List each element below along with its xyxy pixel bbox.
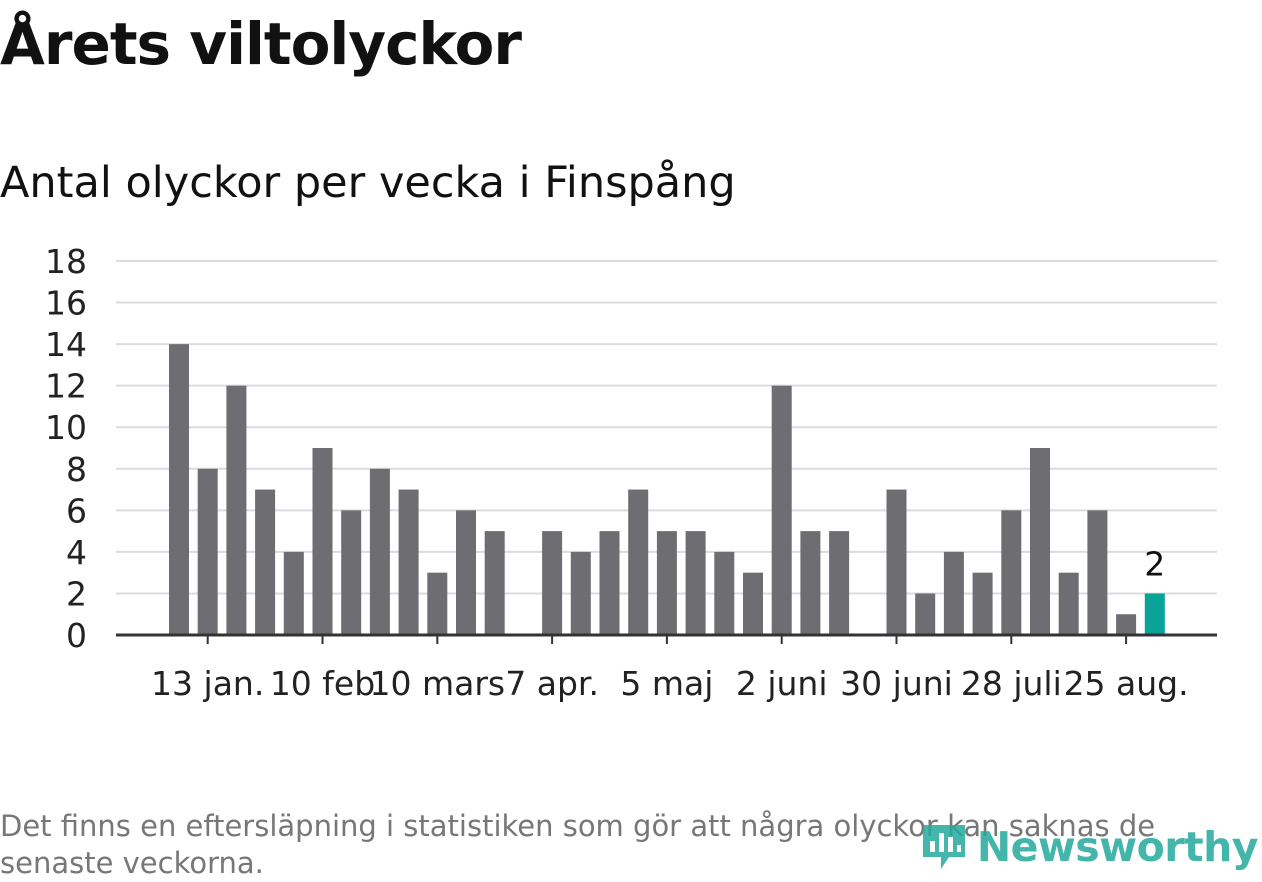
brand-name: Newsworthy [976, 823, 1259, 871]
brand-logo[interactable]: Newsworthy [919, 821, 1259, 873]
bar [484, 531, 505, 635]
x-tick-label: 2 juni [736, 664, 828, 703]
y-tick-label: 4 [66, 533, 87, 572]
y-tick-label: 18 [45, 242, 87, 281]
x-tick-label: 10 mars [369, 664, 505, 703]
y-tick-label: 10 [45, 408, 87, 447]
y-tick-label: 0 [66, 616, 87, 655]
x-tick-label: 13 jan. [151, 664, 264, 703]
bar [398, 489, 419, 635]
bar [829, 531, 850, 635]
bars [169, 344, 1165, 635]
bar [226, 385, 247, 635]
bar [312, 448, 333, 635]
x-tick-label: 28 juli [961, 664, 1062, 703]
bar [570, 551, 591, 635]
bar [1087, 510, 1108, 635]
y-tick-label: 8 [66, 450, 87, 489]
bar [599, 531, 620, 635]
y-tick-label: 14 [45, 325, 87, 364]
bar [771, 385, 792, 635]
bar [255, 489, 276, 635]
bar [743, 572, 763, 635]
bar [1001, 510, 1022, 635]
x-tick-label: 5 maj [620, 664, 713, 703]
chart-subtitle: Antal olyckor per vecka i Finspång [0, 158, 736, 208]
data-label: 2 [1144, 544, 1165, 583]
bar [656, 531, 677, 635]
y-tick-label: 16 [45, 284, 87, 323]
bar [628, 489, 649, 635]
x-tick-label: 10 feb [270, 664, 375, 703]
bar [369, 468, 390, 635]
bar [427, 572, 448, 635]
bar [943, 551, 964, 635]
y-tick-label: 2 [66, 574, 87, 613]
x-tick-label: 30 juni [840, 664, 953, 703]
bar [714, 551, 735, 635]
bar [886, 489, 907, 635]
data-labels: 2 [1144, 544, 1165, 583]
bar [800, 531, 821, 635]
newsworthy-logo-icon [922, 825, 965, 869]
bar [169, 344, 189, 635]
bar [197, 468, 218, 635]
bar-highlight [1144, 593, 1165, 635]
bar [915, 593, 936, 635]
bar [972, 572, 993, 635]
bar [341, 510, 362, 635]
bar [456, 510, 476, 635]
chart-title: Årets viltolyckor [0, 10, 522, 78]
x-tick-label: 25 aug. [1064, 664, 1189, 703]
bar [1116, 614, 1137, 635]
bar [685, 531, 706, 635]
y-tick-label: 12 [45, 367, 87, 406]
y-tick-label: 6 [66, 491, 87, 530]
bar [542, 531, 563, 635]
x-tick-label: 7 apr. [505, 664, 599, 703]
bar [1030, 448, 1050, 635]
bar [283, 551, 304, 635]
bar [1058, 572, 1079, 635]
